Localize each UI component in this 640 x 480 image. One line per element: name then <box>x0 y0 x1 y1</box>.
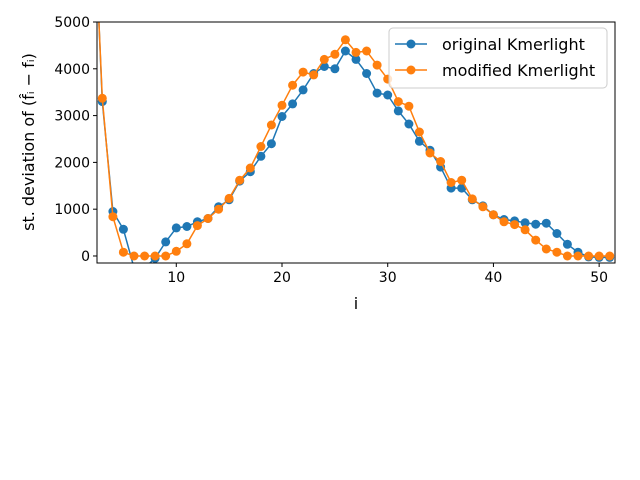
series-2-point <box>351 47 361 57</box>
series-2-point <box>140 251 150 261</box>
series-2-point <box>235 175 245 185</box>
series-2-point <box>414 127 424 137</box>
series-2-point <box>288 80 298 90</box>
series-1-point <box>531 219 541 229</box>
series-1-point <box>520 218 530 228</box>
series-2-point <box>309 70 319 80</box>
series-1-point <box>130 263 139 272</box>
x-tick-label: 30 <box>379 270 397 286</box>
series-2-point <box>150 251 160 261</box>
series-2-point <box>499 217 509 227</box>
series-1-point <box>414 136 424 146</box>
series-2-point <box>161 251 171 261</box>
series-2-point <box>224 193 234 203</box>
y-axis-label: st. deviation of (f̂ᵢ − fᵢ) <box>19 53 38 231</box>
series-2-point <box>372 60 382 70</box>
series-2-point <box>467 194 477 204</box>
series-1-point <box>118 224 128 234</box>
series-2-point <box>108 212 118 222</box>
series-2-point <box>319 54 329 64</box>
series-2-point <box>478 202 488 212</box>
x-tick-label: 50 <box>590 270 608 286</box>
series-1-point <box>541 218 551 228</box>
series-2-point <box>520 225 530 235</box>
series-2-point <box>404 101 414 111</box>
y-tick-label: 5000 <box>54 15 90 31</box>
y-tick-label: 1000 <box>54 202 90 218</box>
series-1-point <box>372 88 382 98</box>
y-tick-label: 3000 <box>54 109 90 125</box>
series-2-point <box>605 251 615 261</box>
series-2 <box>97 22 615 261</box>
series-1-point <box>340 46 350 56</box>
series-2-point <box>541 244 551 254</box>
series-1-point <box>362 69 372 78</box>
series-1-point <box>404 119 414 129</box>
axis-layer: 10 20 30 40 50 0 1000 2000 3000 4000 5000 <box>54 15 608 286</box>
series-1-point <box>288 99 298 109</box>
series-2-point <box>584 251 594 261</box>
series-2-point <box>531 235 541 245</box>
series-2-point <box>277 100 287 110</box>
series-1-point <box>552 229 562 238</box>
series-2-point <box>425 148 435 158</box>
series-2-point <box>97 93 107 103</box>
legend-entry-label: modified Kmerlight <box>442 61 595 80</box>
series-2-point <box>245 163 255 173</box>
x-tick-label: 20 <box>273 270 291 286</box>
series-1-point <box>182 222 192 231</box>
series-2-point <box>118 247 128 257</box>
series-2-point <box>182 239 192 249</box>
series-1-point <box>256 151 266 161</box>
series-2-point <box>129 251 139 261</box>
series-layer <box>97 22 615 272</box>
series-2-point <box>573 251 583 261</box>
series-2-point <box>446 178 456 187</box>
series-2-point <box>362 46 372 56</box>
series-2-point <box>457 175 467 185</box>
series-1-point <box>457 183 467 193</box>
legend-entry-label: original Kmerlight <box>442 35 585 54</box>
legend-swatch-marker <box>406 65 416 75</box>
series-2-point <box>214 204 224 214</box>
series-2-point <box>552 247 562 257</box>
series-2-point <box>192 221 202 231</box>
legend-box <box>388 27 608 89</box>
series-1-point <box>266 139 276 149</box>
legend: original Kmerlight modified Kmerlight <box>388 27 608 89</box>
series-2-point <box>488 210 498 220</box>
legend-swatch-marker <box>406 39 416 49</box>
series-1-point <box>277 112 287 121</box>
series-2-point <box>340 35 350 45</box>
plot-frame <box>96 21 616 264</box>
series-1-point <box>319 62 329 71</box>
series-2-point <box>393 97 403 107</box>
series-1-point <box>161 237 171 247</box>
series-1-point <box>140 263 149 272</box>
series-2-point <box>266 120 276 130</box>
series-1-point <box>330 64 340 74</box>
series-2-point <box>171 246 181 256</box>
series-1-point <box>351 54 361 64</box>
series-1-point <box>562 239 572 249</box>
series-2-point <box>203 214 213 223</box>
series-2-point <box>256 142 266 151</box>
series-1-point <box>298 85 308 95</box>
series-1-point <box>393 106 403 116</box>
series-2-point <box>330 49 340 59</box>
y-tick-label: 4000 <box>54 62 90 78</box>
y-tick-label: 0 <box>81 249 90 265</box>
x-tick-label: 40 <box>485 270 503 286</box>
y-tick-label: 2000 <box>54 155 90 171</box>
x-tick-label: 10 <box>167 270 185 286</box>
series-1-point <box>383 90 393 100</box>
series-2-point <box>594 251 604 261</box>
series-2-point <box>510 220 520 230</box>
series-2-point <box>298 67 308 77</box>
series-2-point <box>436 157 446 166</box>
x-axis-label: i <box>354 294 358 313</box>
series-2-point <box>562 251 572 261</box>
series-1-point <box>171 223 181 233</box>
